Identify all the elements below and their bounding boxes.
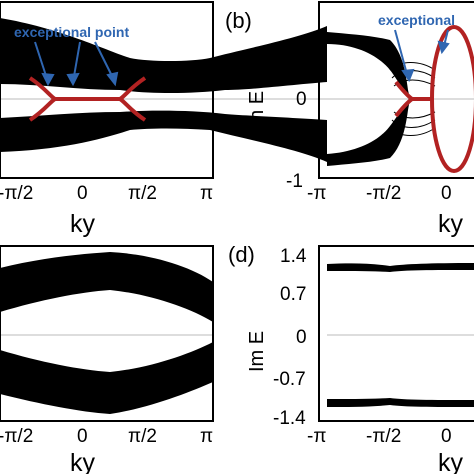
panel-b-ytick-0: 0.5 [276, 46, 302, 67]
panel-a-annotation: exceptional point [14, 24, 129, 40]
panel-b-upper-band [327, 32, 410, 99]
panel-c-xticks: -π/2 0 π/2 π [0, 426, 213, 447]
panel-b-xtick-2: 0 [441, 183, 452, 204]
panel-a-xtick-0: -π/2 [0, 183, 33, 204]
panel-d-frame [318, 245, 474, 422]
panel-b-exceptional-curve [394, 25, 474, 173]
panel-d-ytick-2: 0 [296, 327, 307, 348]
panel-d-xtick-2: 0 [441, 426, 452, 447]
panel-c-xtick-2: π/2 [128, 426, 157, 447]
panel-b-annotation: exceptional [378, 12, 455, 28]
panel-a-lower-band [0, 110, 327, 162]
panel-a-xticks: -π/2 0 π/2 π [0, 183, 213, 204]
panel-b: (b) Im E 0.5 0 -0.5 -1 exceptional [225, 1, 474, 238]
panel-c-xlabel: ky [70, 449, 96, 474]
panel-d-ytick-1: 0.7 [280, 284, 306, 305]
panel-b-ytick-1: 0 [296, 89, 307, 110]
panel-d-xlabel: ky [438, 449, 464, 474]
panel-c-xtick-0: -π/2 [0, 426, 33, 447]
panel-a-xtick-2: π/2 [128, 183, 157, 204]
panel-d-xticks: -π -π/2 0 [307, 426, 452, 447]
panel-a-bands [0, 18, 327, 162]
panel-b-xtick-1: -π/2 [366, 183, 401, 204]
panel-c-xtick-1: 0 [77, 426, 88, 447]
panel-c-lower-band [0, 342, 213, 414]
panel-d-ytick-3: -0.7 [273, 369, 306, 390]
panel-c: -π/2 0 π/2 π ky [0, 245, 214, 474]
panel-a-annotation-arrows [34, 41, 119, 87]
panel-b-ylabel: Im E [246, 91, 268, 132]
panel-c-xtick-3: π [200, 426, 213, 447]
panel-d-lower-band [327, 398, 474, 407]
panel-d-xtick-0: -π [307, 426, 326, 447]
panel-b-label: (b) [225, 8, 252, 33]
panel-c-upper-band [0, 252, 213, 322]
panel-d: (d) Im E 1.4 0.7 0 -0.7 -1.4 -π -π/2 0 k… [228, 242, 474, 474]
panel-d-xtick-1: -π/2 [366, 426, 401, 447]
panel-a-xtick-3: π [200, 183, 213, 204]
panel-c-bands [0, 252, 213, 414]
panel-d-label: (d) [228, 242, 255, 267]
panel-d-upper-band [327, 263, 474, 272]
panel-d-yticks: 1.4 0.7 0 -0.7 -1.4 [273, 246, 307, 429]
panel-b-yticks: 0.5 0 -0.5 -1 [270, 46, 307, 192]
panel-b-xtick-0: -π [307, 183, 326, 204]
panel-b-xlabel: ky [438, 210, 464, 238]
panel-a-xtick-1: 0 [77, 183, 88, 204]
panel-a-exceptional-curve [28, 76, 147, 122]
panel-a-frame [0, 1, 214, 179]
panel-d-ytick-4: -1.4 [273, 408, 306, 429]
panel-b-lower-band [327, 99, 410, 166]
panel-c-frame [0, 245, 214, 422]
panel-a-xlabel: ky [70, 210, 96, 238]
panel-d-ylabel: Im E [246, 331, 268, 372]
panel-d-ytick-0: 1.4 [280, 246, 307, 267]
panel-d-bands [327, 263, 474, 407]
panel-b-annotation-arrows [394, 29, 450, 83]
panel-a: exceptional point -π/2 0 π/2 π ky [0, 1, 327, 238]
panel-b-bands [327, 32, 410, 166]
panel-b-ytick-3: -1 [286, 171, 303, 192]
panel-b-xticks: -π -π/2 0 [307, 183, 452, 204]
panel-b-frame [318, 1, 474, 179]
panel-a-upper-band [0, 18, 327, 93]
panel-b-ytick-2: -0.5 [270, 131, 303, 152]
